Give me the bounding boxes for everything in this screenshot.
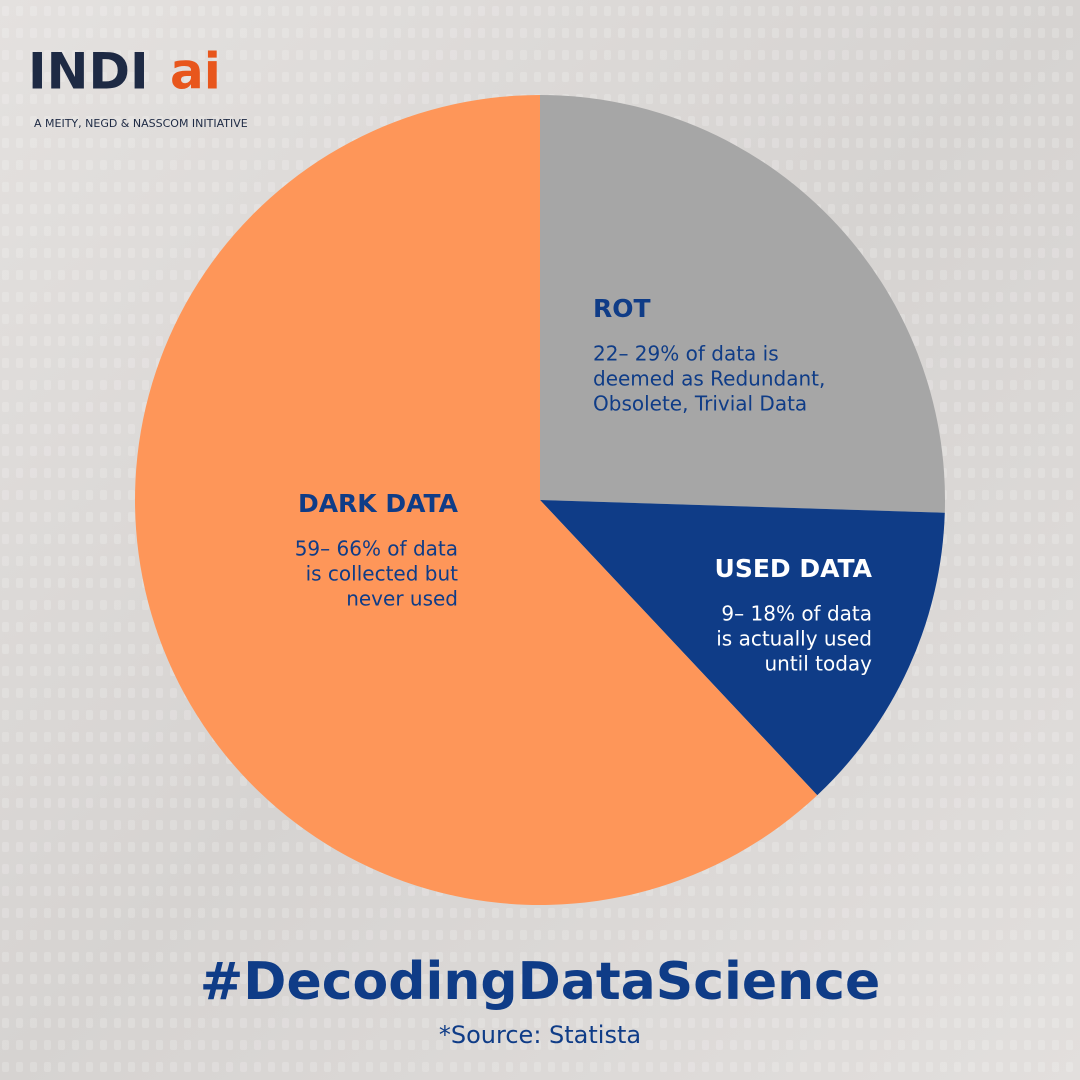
slice-description: 9– 18% of data bbox=[721, 602, 872, 626]
source: *Source: Statista bbox=[439, 1021, 641, 1049]
slice-description: Obsolete, Trivial Data bbox=[593, 392, 807, 416]
slice-description: never used bbox=[346, 587, 458, 611]
slice-label: DARK DATA bbox=[298, 489, 459, 518]
logo: INDI ai A MEITY, NEGD & NASSCOM INITIATI… bbox=[28, 43, 248, 131]
slice-description: 22– 29% of data is bbox=[593, 342, 779, 366]
slice-description: until today bbox=[764, 652, 872, 676]
pie bbox=[135, 95, 946, 905]
logo-accent: ai bbox=[170, 43, 221, 101]
slice-description: is collected but bbox=[306, 562, 459, 586]
logo-tagline: A MEITY, NEGD & NASSCOM INITIATIVE bbox=[34, 117, 248, 130]
slice-label: USED DATA bbox=[715, 554, 873, 583]
pie-slice bbox=[135, 95, 818, 905]
pie-slice bbox=[540, 95, 946, 513]
slice-description: deemed as Redundant, bbox=[593, 367, 825, 391]
pie-slice bbox=[540, 500, 945, 796]
slice-label: ROT bbox=[593, 294, 651, 323]
hashtag: #DecodingDataScience bbox=[200, 952, 881, 1012]
slice-description: is actually used bbox=[716, 627, 872, 651]
slice-description: 59– 66% of data bbox=[295, 537, 458, 561]
logo-text: INDI bbox=[28, 43, 149, 101]
